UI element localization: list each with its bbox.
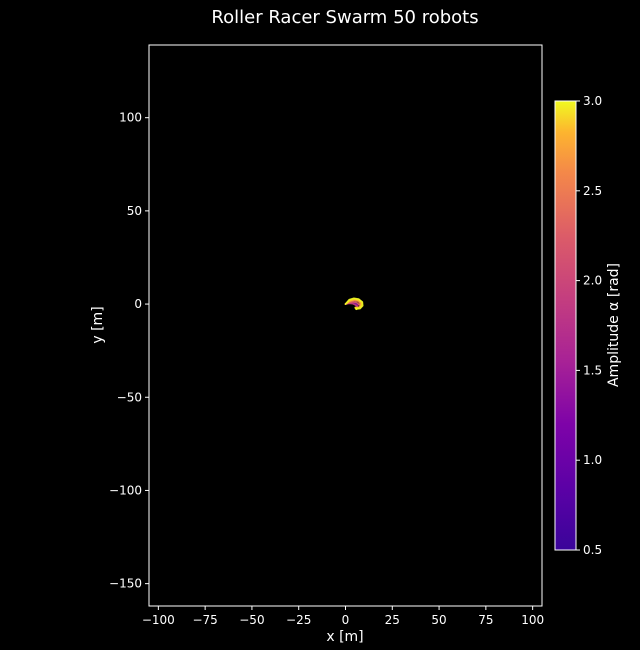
- colorbar-tick-label: 1.0: [583, 453, 602, 467]
- x-tick-label: 75: [478, 613, 493, 627]
- x-tick-label: 25: [385, 613, 400, 627]
- y-tick-label: −150: [109, 577, 142, 591]
- x-tick-label: −50: [239, 613, 264, 627]
- x-tick-label: 50: [431, 613, 446, 627]
- y-tick-label: 50: [127, 204, 142, 218]
- x-axis-label: x [m]: [326, 629, 363, 645]
- y-axis: −150 −100 −50 0 50 100: [109, 111, 149, 591]
- x-tick-label: 100: [521, 613, 544, 627]
- colorbar-tick-label: 2.5: [583, 184, 602, 198]
- x-tick-label: 0: [342, 613, 350, 627]
- x-axis: −100 −75 −50 −25 0 25 50 75 100: [142, 606, 544, 627]
- colorbar-tick-label: 1.5: [583, 363, 602, 377]
- colorbar: [554, 100, 577, 551]
- colorbar-tick-label: 3.0: [583, 94, 602, 108]
- chart-title: Roller Racer Swarm 50 robots: [211, 7, 478, 28]
- robot-trajectory: [344, 297, 364, 310]
- x-tick-label: −75: [192, 613, 217, 627]
- y-tick-label: −50: [117, 390, 142, 404]
- colorbar-ticks: 0.5 1.0 1.5 2.0 2.5 3.0: [576, 94, 602, 557]
- colorbar-label: Amplitude α [rad]: [606, 263, 622, 387]
- trajectory-layer: [344, 297, 364, 311]
- plot-area: [148, 44, 543, 607]
- y-tick-label: 100: [119, 111, 142, 125]
- colorbar-tick-label: 0.5: [583, 543, 602, 557]
- y-tick-label: −100: [109, 483, 142, 497]
- y-axis-label: y [m]: [90, 306, 106, 343]
- colorbar-tick-label: 2.0: [583, 274, 602, 288]
- y-tick-label: 0: [134, 297, 142, 311]
- x-tick-label: −100: [142, 613, 175, 627]
- x-tick-label: −25: [286, 613, 311, 627]
- robot-marker: [355, 307, 358, 311]
